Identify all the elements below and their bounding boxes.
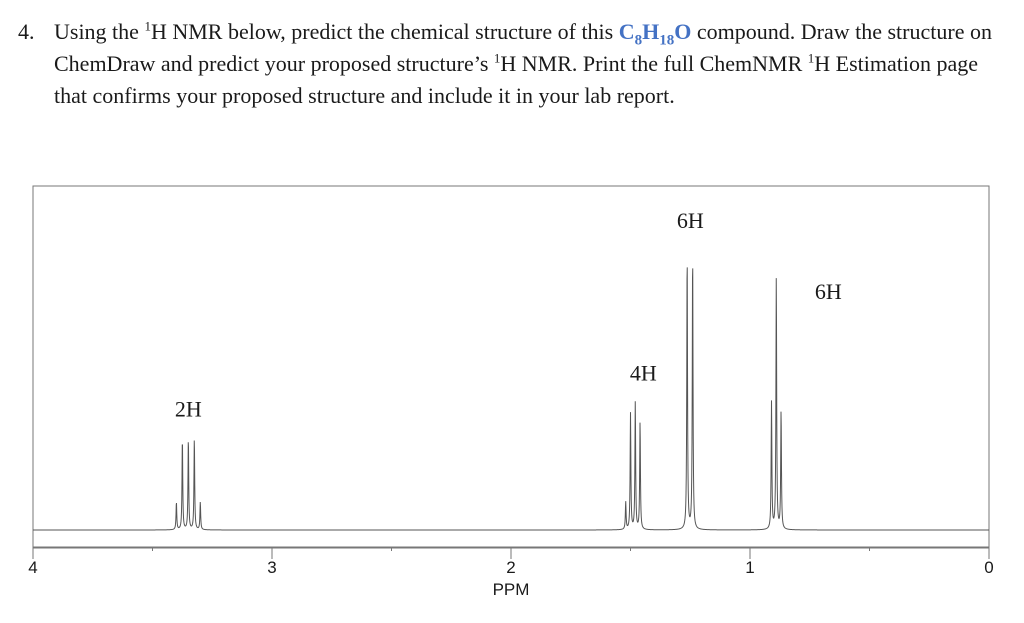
x-tick-label: 0 (984, 558, 993, 577)
question-body: Using the 1H NMR below, predict the chem… (54, 16, 1008, 112)
x-tick-label: 4 (28, 558, 37, 577)
molecular-formula: C8H18O (618, 19, 692, 48)
formula-hydrogen: H (642, 19, 660, 44)
formula-oxygen: O (674, 19, 692, 44)
question-text-pre: Using the (54, 19, 145, 44)
question-text-mid2: compound. Draw the structure on ChemDraw… (54, 19, 992, 76)
superscript-1: 1 (144, 18, 151, 34)
question-text: 4. Using the 1H NMR below, predict the c… (18, 16, 1008, 112)
question-number: 4. (18, 19, 35, 44)
peak-label: 6H (677, 208, 704, 233)
question-text-mid1: H NMR below, predict the chemical struct… (150, 19, 619, 44)
peak-label: 6H (815, 279, 842, 304)
x-tick-label: 1 (745, 558, 754, 577)
question-text-mid3: H NMR. Print the full ChemNMR (500, 51, 808, 76)
question-text-mid4: H Estimation page that confirms your pro… (54, 51, 979, 108)
formula-hydrogen-count: 18 (659, 32, 675, 49)
x-axis: 4 3 2 1 0 (28, 546, 994, 577)
plot-frame (32, 185, 990, 549)
x-tick-label: 3 (267, 558, 276, 577)
formula-carbon: C (618, 19, 635, 44)
formula-carbon-count: 8 (634, 32, 643, 49)
peak-label: 2H (175, 397, 202, 422)
spectrum-trace (33, 267, 989, 531)
peak-labels: 2H 4H 6H 6H (175, 208, 842, 422)
superscript-3: 1 (807, 50, 815, 66)
x-axis-label: PPM (493, 580, 530, 599)
spectrum-line (33, 267, 989, 531)
superscript-2: 1 (493, 50, 501, 66)
peak-label: 4H (630, 361, 657, 386)
x-tick-label: 2 (506, 558, 515, 577)
